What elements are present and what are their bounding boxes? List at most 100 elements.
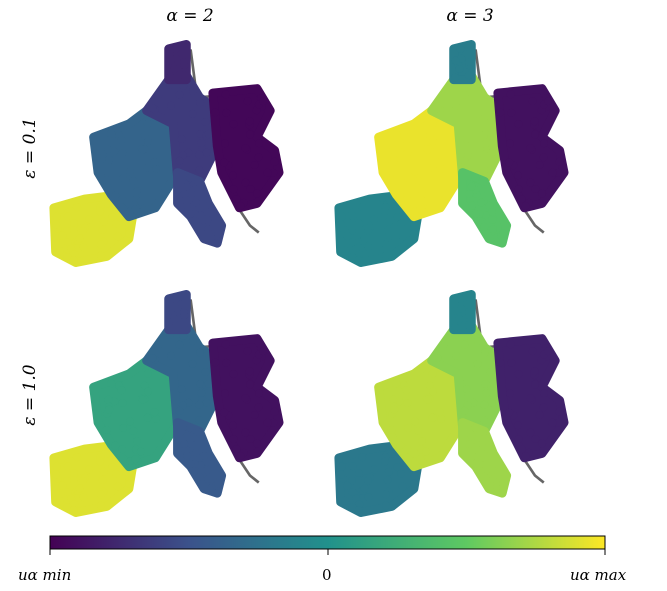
node-poland-czech (245, 380, 254, 389)
node-italy (487, 457, 496, 466)
node-france (423, 395, 432, 404)
node-france (102, 425, 111, 434)
node-iberia (52, 220, 61, 229)
node-france (437, 414, 446, 423)
node-poland-czech (507, 108, 516, 117)
node-benelux-germany (480, 400, 489, 409)
node-iberia (63, 212, 72, 221)
node-france (136, 447, 145, 456)
node-benelux-germany (195, 166, 204, 175)
node-benelux-germany (480, 150, 489, 159)
node-france (117, 386, 126, 395)
node-iberia (383, 226, 392, 235)
node-poland-czech (229, 171, 237, 180)
node-france (428, 163, 437, 172)
node-france (390, 405, 399, 414)
node-benelux-germany (489, 129, 498, 138)
node-denmark-north (464, 321, 473, 330)
node-denmark-north (464, 71, 473, 80)
node-iberia (112, 469, 120, 478)
node-iberia (112, 219, 120, 228)
node-iberia (67, 244, 76, 253)
node-benelux-germany (175, 156, 184, 165)
node-france (418, 187, 427, 196)
node-iberia (93, 193, 102, 202)
node-france (396, 441, 405, 450)
node-benelux-germany (177, 135, 186, 144)
node-iberia (124, 223, 133, 232)
node-poland-czech (270, 157, 279, 166)
node-iberia (124, 473, 133, 482)
node-iberia (69, 219, 78, 228)
node-italy (186, 423, 195, 432)
node-italy (481, 211, 490, 220)
node-italy (183, 451, 192, 460)
node-iberia (355, 250, 364, 259)
node-poland-czech (530, 117, 539, 126)
node-iberia (393, 213, 402, 222)
node-benelux-germany (462, 135, 471, 144)
node-denmark-north (166, 323, 175, 332)
node-poland-czech (229, 435, 238, 444)
node-italy (196, 211, 205, 220)
node-iberia (67, 494, 76, 503)
node-france (107, 379, 116, 388)
node-france (129, 426, 138, 435)
node-denmark-north (451, 323, 460, 332)
node-benelux-germany (195, 416, 204, 425)
node-benelux-germany (148, 104, 157, 113)
node-france (428, 413, 437, 422)
node-poland-czech (517, 194, 526, 203)
node-poland-czech (528, 347, 537, 356)
node-denmark-north (171, 45, 180, 54)
node-poland-czech (243, 347, 252, 356)
node-iberia (364, 226, 372, 235)
node-italy (479, 428, 488, 437)
node-iberia (348, 476, 356, 485)
node-italy (202, 207, 211, 216)
node-iberia (342, 205, 351, 214)
node-iberia (70, 500, 79, 509)
node-italy (480, 472, 489, 481)
node-iberia (58, 481, 67, 490)
node-poland-czech (246, 435, 255, 444)
node-iberia (409, 223, 418, 232)
node-italy (202, 457, 211, 466)
node-iberia (342, 455, 351, 464)
node-iberia (79, 476, 87, 485)
node-italy (182, 182, 191, 191)
node-poland-czech (540, 389, 549, 398)
node-italy (468, 201, 477, 210)
node-iberia (348, 253, 357, 262)
node-denmark-north (464, 58, 473, 67)
node-france (144, 387, 153, 396)
node-iberia (354, 219, 363, 228)
node-poland-czech (241, 428, 250, 437)
column-title-alpha-2: α = 2 (166, 6, 214, 26)
node-italy (477, 198, 486, 207)
node-france (131, 455, 140, 464)
node-italy (214, 229, 223, 238)
node-italy (465, 440, 474, 448)
node-poland-czech (229, 120, 238, 129)
node-poland-czech (229, 370, 238, 379)
node-iberia (382, 251, 391, 260)
node-iberia (69, 506, 78, 515)
node-france (111, 441, 120, 450)
node-poland-czech (548, 168, 557, 177)
node-poland-czech (253, 439, 262, 448)
node-iberia (355, 500, 364, 509)
node-benelux-germany (433, 354, 442, 363)
node-italy (183, 201, 192, 210)
node-iberia (63, 503, 72, 512)
node-france (403, 149, 412, 158)
node-iberia (378, 443, 387, 452)
node-benelux-germany (460, 90, 469, 99)
node-poland-czech (255, 389, 264, 398)
node-iberia (343, 481, 352, 490)
node-denmark-north (179, 71, 188, 80)
node-iberia (337, 220, 346, 229)
node-poland-czech (221, 340, 230, 349)
node-benelux-germany (452, 351, 460, 360)
node-benelux-germany (175, 340, 184, 349)
